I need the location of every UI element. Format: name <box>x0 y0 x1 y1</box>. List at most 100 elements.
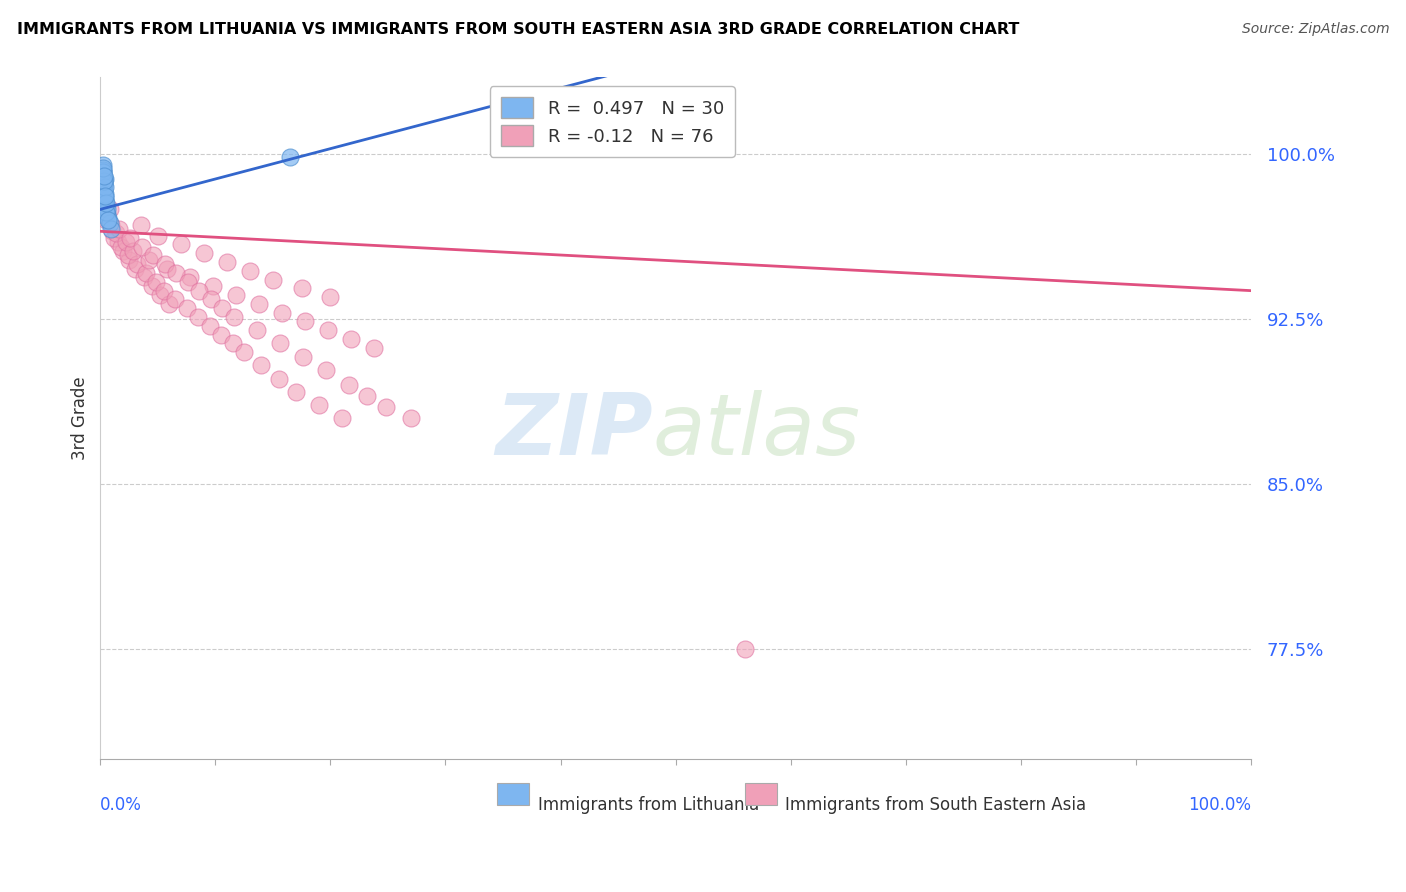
Text: 0.0%: 0.0% <box>100 797 142 814</box>
Point <box>112 244 135 258</box>
Point <box>291 350 314 364</box>
Point <box>121 244 143 258</box>
Point <box>157 297 180 311</box>
Point <box>198 318 221 333</box>
Point <box>93 174 115 188</box>
Point <box>211 301 233 316</box>
Point <box>135 266 157 280</box>
Point <box>215 255 238 269</box>
Point <box>142 248 165 262</box>
Point <box>120 231 142 245</box>
Point <box>129 218 152 232</box>
Text: Source: ZipAtlas.com: Source: ZipAtlas.com <box>1241 22 1389 37</box>
Point <box>117 248 139 262</box>
Point <box>107 235 129 250</box>
Point <box>278 150 301 164</box>
Point <box>262 273 284 287</box>
Point <box>221 336 243 351</box>
Point <box>94 180 117 194</box>
Point <box>319 290 342 304</box>
Point <box>145 275 167 289</box>
Point <box>291 281 314 295</box>
Point <box>356 389 378 403</box>
Point <box>91 165 114 179</box>
Legend: R =  0.497   N = 30, R = -0.12   N = 76: R = 0.497 N = 30, R = -0.12 N = 76 <box>489 87 735 157</box>
Point <box>330 411 353 425</box>
Point <box>105 227 128 241</box>
Point <box>127 257 149 271</box>
Point <box>93 195 115 210</box>
Point <box>101 224 124 238</box>
Point <box>94 189 117 203</box>
Point <box>91 165 114 179</box>
Text: ZIP: ZIP <box>495 390 652 474</box>
Point <box>153 257 176 271</box>
Point <box>100 222 122 236</box>
Point <box>96 207 118 221</box>
Point <box>107 222 129 236</box>
Point <box>269 336 291 351</box>
Point <box>152 284 174 298</box>
FancyBboxPatch shape <box>745 783 776 805</box>
Point <box>246 323 269 337</box>
Text: atlas: atlas <box>652 390 860 474</box>
Point <box>284 384 307 399</box>
Point <box>138 252 160 267</box>
Point <box>141 279 163 293</box>
Point <box>114 235 136 250</box>
Point <box>156 261 179 276</box>
Point <box>91 161 114 175</box>
Point <box>91 162 114 177</box>
Point <box>250 359 273 373</box>
Text: 100.0%: 100.0% <box>1188 797 1251 814</box>
Point <box>294 314 316 328</box>
Point <box>187 310 209 324</box>
Point <box>337 378 360 392</box>
Y-axis label: 3rd Grade: 3rd Grade <box>72 376 89 460</box>
Point <box>193 246 215 260</box>
Point <box>91 185 114 199</box>
Text: IMMIGRANTS FROM LITHUANIA VS IMMIGRANTS FROM SOUTH EASTERN ASIA 3RD GRADE CORREL: IMMIGRANTS FROM LITHUANIA VS IMMIGRANTS … <box>17 22 1019 37</box>
Point <box>110 240 132 254</box>
Point <box>93 171 115 186</box>
Point <box>734 641 756 656</box>
Point <box>131 240 153 254</box>
Point <box>93 169 115 184</box>
Point <box>165 266 187 280</box>
Point <box>93 178 115 193</box>
Point <box>96 202 118 217</box>
Point <box>247 297 270 311</box>
FancyBboxPatch shape <box>498 783 530 805</box>
Point <box>267 371 290 385</box>
Point <box>308 398 330 412</box>
Point <box>165 293 187 307</box>
Point <box>233 345 256 359</box>
Point <box>103 231 125 245</box>
Point <box>124 261 146 276</box>
Point <box>179 270 201 285</box>
Point <box>94 171 117 186</box>
Point <box>399 411 422 425</box>
Point <box>94 213 117 227</box>
Point <box>93 189 115 203</box>
Point <box>177 275 200 289</box>
Point <box>97 211 120 226</box>
Point <box>146 228 169 243</box>
Point <box>316 323 339 337</box>
Point <box>94 186 117 201</box>
Point <box>94 204 117 219</box>
Point <box>97 213 120 227</box>
Point <box>132 270 155 285</box>
Point <box>340 332 363 346</box>
Point <box>239 264 262 278</box>
Point <box>225 288 247 302</box>
Point <box>200 293 222 307</box>
Point <box>91 158 114 172</box>
Point <box>271 305 294 319</box>
Point <box>315 363 337 377</box>
Point <box>98 202 121 217</box>
Point <box>202 279 225 293</box>
Point <box>188 284 211 298</box>
Point <box>94 200 117 214</box>
Point <box>170 237 193 252</box>
